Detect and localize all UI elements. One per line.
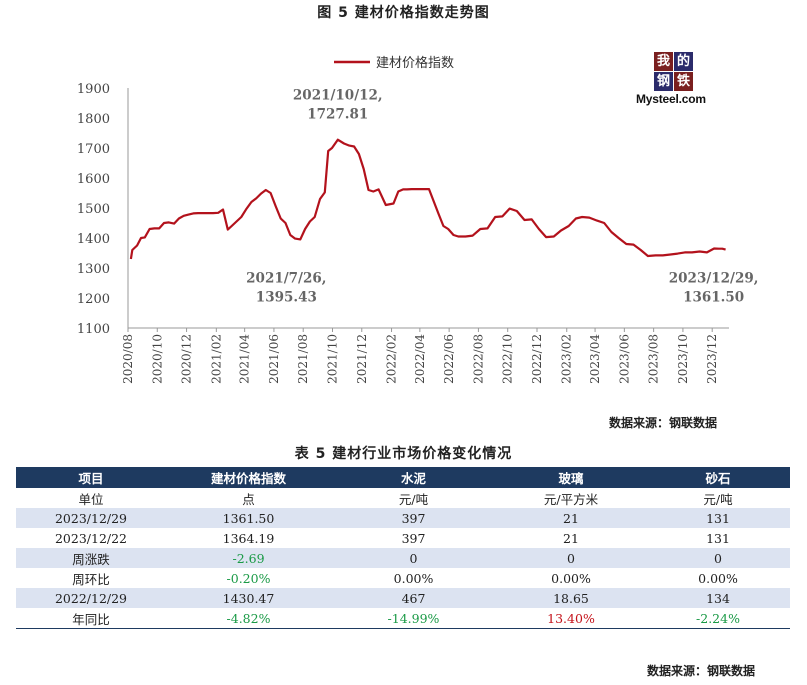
annotation-label: 2023/12/29, [669, 271, 759, 287]
table-cell: 0 [496, 548, 646, 568]
x-tick-label: 2022/12 [530, 334, 544, 384]
x-tick-label: 2022/04 [413, 334, 427, 384]
x-tick-label: 2020/08 [121, 334, 135, 384]
table-source: 数据来源：钢联数据 [646, 664, 755, 678]
table-cell: 元/吨 [703, 491, 733, 507]
table-cell: 年同比 [16, 608, 166, 629]
header-glass: 玻璃 [496, 467, 646, 488]
y-tick-label: 1600 [77, 172, 110, 187]
annotation-label: 2021/10/12, [293, 88, 383, 104]
table-cell: 397 [331, 508, 496, 528]
table-cell: 21 [496, 508, 646, 528]
table-cell: 1361.50 [166, 508, 331, 528]
table-cell: 周环比 [72, 571, 110, 587]
x-tick-label: 2022/08 [471, 334, 485, 384]
table-cell: 1364.19 [222, 530, 275, 546]
table-cell: 131 [706, 530, 730, 546]
table-cell: 397 [401, 530, 426, 546]
chart-source: 数据来源：钢联数据 [608, 416, 717, 430]
x-tick-label: 2021/10 [325, 334, 339, 384]
table-cell: 点 [242, 491, 255, 507]
y-tick-label: 1300 [77, 262, 110, 277]
x-tick-label: 2020/10 [150, 334, 164, 384]
table-cell: -4.82% [166, 608, 331, 629]
line-chart: 1100 1200 1300 1400 1500 1600 1700 1800 1900 2020… [77, 55, 759, 384]
x-tick-label: 2022/10 [501, 334, 515, 384]
table-row: 2022/12/29 1430.47 467 18.65 134 [16, 588, 790, 608]
x-tick-label: 2023/02 [560, 334, 574, 384]
table-row: 2023/12/29 1361.50 397 21 131 [16, 508, 790, 528]
table-cell: 2022/12/29 [16, 588, 166, 608]
x-tick-label: 2023/06 [617, 334, 631, 384]
table-row: 周涨跌 -2.69 0 0 0 [16, 548, 790, 568]
table-cell: 0 [331, 548, 496, 568]
x-tick-label: 2023/08 [647, 334, 661, 384]
x-tick-label: 2021/04 [238, 334, 252, 384]
legend-label: 建材价格指数 [376, 55, 454, 71]
header-cement: 水泥 [331, 467, 496, 488]
table-cell: 1430.47 [166, 588, 331, 608]
table-cell: 2023/12/29 [16, 508, 166, 528]
table-row: 年同比 -4.82% -14.99% 13.40% -2.24% [16, 608, 790, 629]
x-tick-label: 2023/12 [705, 334, 719, 384]
table-row: 周环比 -0.20% 0.00% 0.00% 0.00% [16, 568, 790, 588]
table-cell: 131 [646, 508, 790, 528]
logo-char: 的 [674, 52, 693, 71]
table-cell: 134 [646, 588, 790, 608]
table-cell: 18.65 [496, 588, 646, 608]
series-line-建材价格指数 [129, 138, 726, 260]
table-cell: -2.24% [646, 608, 790, 629]
logo-text: Mysteel.com [636, 92, 706, 106]
table-cell: 0 [646, 548, 790, 568]
table-row: 单位 点 元/吨 元/平方米 元/吨 [16, 488, 790, 508]
header-index: 建材价格指数 [166, 467, 331, 488]
y-tick-label: 1900 [77, 82, 110, 97]
x-tick-label: 2020/12 [180, 334, 194, 384]
table-cell: 单位 [78, 491, 104, 507]
x-tick-label: 2022/06 [442, 334, 456, 384]
x-tick-label: 2023/04 [588, 334, 602, 384]
annotation-label: 1361.50 [683, 290, 744, 306]
logo-char: 钢 [654, 72, 673, 91]
table-cell: -2.69 [166, 548, 331, 568]
table-row: 2023/12/22 1364.19 397 21 131 [16, 528, 790, 548]
table-cell: 0.00% [551, 570, 591, 586]
x-tick-label: 2023/10 [676, 334, 690, 384]
y-tick-label: 1800 [77, 112, 110, 127]
header-item: 项目 [16, 467, 166, 488]
table-cell: 周涨跌 [16, 548, 166, 568]
price-table: 项目 建材价格指数 水泥 玻璃 砂石 单位 点 元/吨 元/平方米 元/吨 20… [16, 467, 790, 629]
y-tick-label: 1500 [77, 202, 110, 217]
mysteel-logo: 我 的 钢 铁 Mysteel.com [636, 52, 728, 106]
logo-char: 我 [654, 52, 673, 71]
table-cell: 467 [331, 588, 496, 608]
table-title: 表 5 建材行业市场价格变化情况 [294, 446, 513, 462]
logo-char: 铁 [674, 72, 693, 91]
annotation-label: 1395.43 [256, 289, 317, 305]
y-tick-label: 1100 [77, 322, 110, 337]
x-tick-label: 2021/08 [296, 334, 310, 384]
table-cell: 21 [563, 530, 579, 546]
annotation-label: 2021/7/26, [246, 270, 326, 286]
table-cell: 2023/12/22 [54, 530, 128, 546]
x-tick-label: 2021/06 [267, 334, 281, 384]
table-cell: 0.00% [698, 570, 738, 586]
table-header-row: 项目 建材价格指数 水泥 玻璃 砂石 [16, 467, 790, 488]
table-cell: -0.20% [226, 570, 271, 586]
y-tick-label: 1200 [77, 292, 110, 307]
table-cell: 元/平方米 [543, 491, 599, 507]
y-tick-label: 1400 [77, 232, 110, 247]
x-tick-label: 2021/02 [209, 334, 223, 384]
table-cell: -14.99% [331, 608, 496, 629]
x-tick-label: 2021/12 [355, 334, 369, 384]
figure-title: 图 5 建材价格指数走势图 [317, 5, 490, 21]
annotation-label: 1727.81 [307, 107, 368, 123]
y-tick-label: 1700 [77, 142, 110, 157]
x-tick-label: 2022/02 [385, 334, 399, 384]
table-cell: 13.40% [496, 608, 646, 629]
header-sand: 砂石 [646, 467, 790, 488]
table-cell: 元/吨 [398, 491, 429, 507]
table-cell: 0.00% [393, 570, 434, 586]
